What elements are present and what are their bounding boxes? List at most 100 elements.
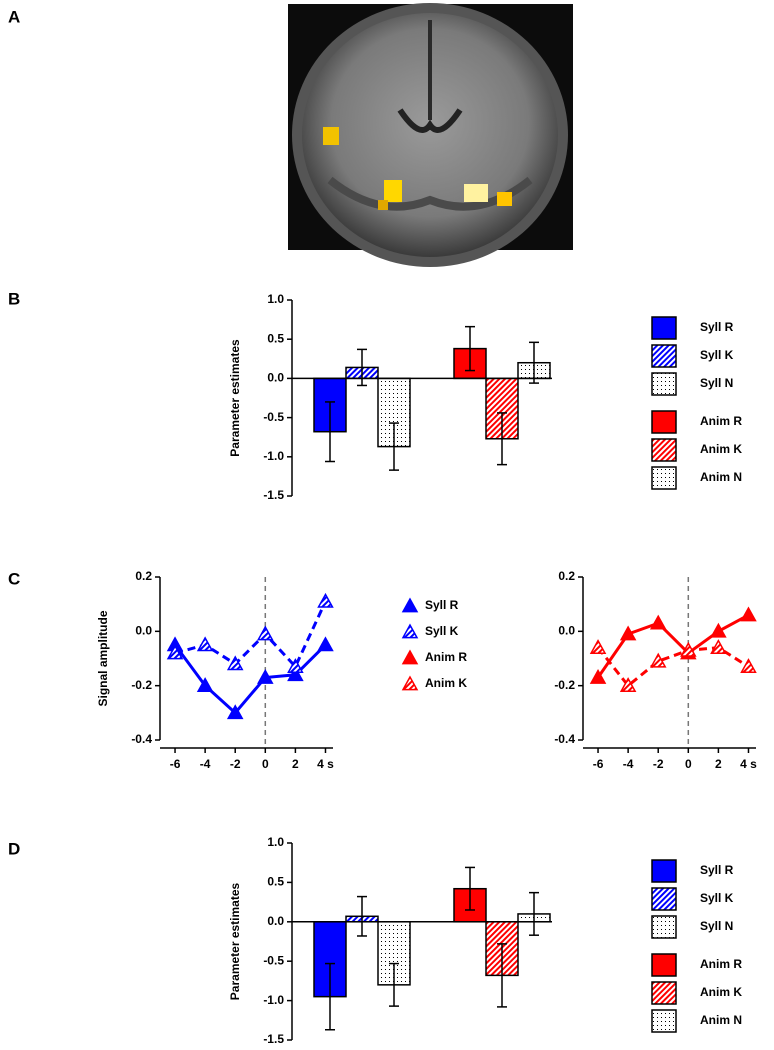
x-tick-label: 4 s: [740, 757, 757, 771]
error-bar: [325, 962, 335, 1031]
marker: [619, 677, 637, 693]
y-tick-label: 1.0: [267, 292, 284, 306]
y-tick-label: -0.5: [263, 410, 284, 424]
marker: [710, 639, 727, 654]
marker: [287, 658, 304, 673]
marker: [226, 704, 244, 720]
legend-marker: [401, 623, 419, 639]
legend-label: Anim R: [700, 957, 742, 971]
legend-label: Syll K: [700, 891, 734, 905]
y-tick-label: 0.0: [558, 624, 575, 638]
legend-label: Syll R: [425, 598, 459, 612]
legend-swatch: [651, 1009, 677, 1033]
y-tick-label: -1.5: [263, 1032, 284, 1046]
y-tick-label: -0.5: [263, 953, 284, 967]
marker: [196, 636, 214, 652]
legend-label: Anim N: [700, 470, 742, 484]
y-tick-label: 0.0: [267, 371, 284, 385]
marker: [196, 677, 214, 693]
x-tick-label: 0: [685, 757, 692, 771]
y-tick-label: -1.0: [263, 993, 284, 1007]
series-line: [596, 646, 750, 688]
brain-image: [288, 3, 573, 267]
marker: [649, 614, 667, 630]
marker: [257, 625, 274, 641]
y-tick-label: -0.2: [131, 678, 152, 692]
y-tick-label: -0.4: [554, 732, 575, 746]
legend-swatch: [651, 466, 677, 490]
x-tick-label: 2: [292, 757, 299, 771]
marker: [710, 622, 727, 638]
marker: [589, 639, 607, 654]
legend-swatch: [651, 859, 677, 883]
y-tick-label: -0.4: [131, 732, 152, 746]
legend-label: Syll R: [700, 863, 734, 877]
marker: [740, 658, 757, 673]
marker: [589, 668, 607, 684]
x-tick-label: 2: [715, 757, 722, 771]
error-bar: [529, 891, 539, 936]
marker: [317, 592, 334, 608]
x-tick-label: 0: [262, 757, 269, 771]
y-tick-label: 0.2: [135, 569, 152, 583]
error-bar: [497, 412, 507, 466]
marker: [317, 636, 334, 652]
error-bar: [389, 962, 399, 1007]
legend-label: Syll R: [700, 320, 734, 334]
x-tick-label: -2: [230, 757, 241, 771]
y-axis-label: Parameter estimates: [228, 339, 242, 457]
error-bar: [497, 943, 507, 1008]
legend-label: Syll K: [700, 348, 734, 362]
error-bar: [389, 422, 399, 471]
error-bar: [357, 895, 367, 937]
marker: [740, 606, 757, 622]
error-bar: [357, 348, 367, 387]
panel-label: C: [8, 569, 20, 588]
marker: [680, 641, 697, 657]
error-bar: [529, 341, 539, 384]
error-bar: [465, 866, 475, 911]
y-tick-label: 0.2: [558, 569, 575, 583]
y-tick-label: 0.5: [267, 331, 284, 345]
x-tick-label: -4: [623, 757, 634, 771]
legend-swatch: [651, 372, 677, 396]
panel-label: D: [8, 839, 20, 858]
legend-label: Anim K: [425, 676, 467, 690]
legend-label: Syll K: [425, 624, 459, 638]
legend-swatch: [651, 438, 677, 462]
legend-label: Anim K: [700, 442, 742, 456]
marker: [226, 655, 244, 671]
legend-marker: [401, 597, 419, 613]
y-axis-label: Signal amplitude: [96, 610, 110, 706]
y-tick-label: -1.0: [263, 449, 284, 463]
legend-label: Anim K: [700, 985, 742, 999]
legend-marker: [401, 649, 419, 665]
x-tick-label: -6: [170, 757, 181, 771]
legend-label: Syll N: [700, 376, 733, 390]
marker: [649, 652, 667, 668]
x-tick-label: -6: [593, 757, 604, 771]
legend-swatch: [651, 953, 677, 977]
error-bar: [465, 325, 475, 372]
legend-label: Anim R: [700, 414, 742, 428]
legend-marker: [401, 675, 419, 691]
error-bar: [325, 401, 335, 463]
legend-label: Syll N: [700, 919, 733, 933]
y-tick-label: 0.5: [267, 875, 284, 889]
y-tick-label: 0.0: [267, 914, 284, 928]
y-axis-label: Parameter estimates: [228, 882, 242, 1000]
legend-label: Anim R: [425, 650, 467, 664]
marker: [287, 666, 304, 682]
series-line: [596, 613, 750, 679]
series-line: [173, 643, 327, 715]
y-tick-label: 1.0: [267, 835, 284, 849]
legend-swatch: [651, 316, 677, 340]
panel-label: A: [8, 7, 20, 26]
panel-label: B: [8, 289, 20, 308]
marker: [257, 668, 274, 684]
legend-swatch: [651, 915, 677, 939]
legend-swatch: [651, 887, 677, 911]
y-tick-label: -1.5: [263, 488, 284, 502]
legend-swatch: [651, 981, 677, 1005]
